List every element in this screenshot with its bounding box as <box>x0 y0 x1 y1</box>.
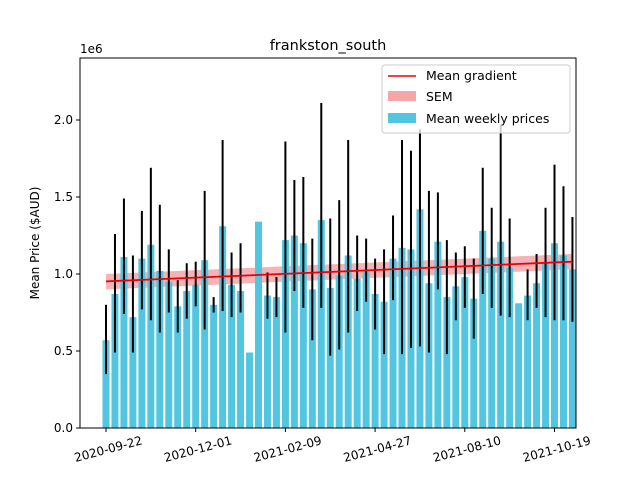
x-tick-label: 2021-02-09 <box>252 433 323 465</box>
y-axis-multiplier: 1e6 <box>80 42 103 56</box>
bar <box>228 284 236 428</box>
bar <box>515 303 523 428</box>
x-tick-label: 2021-04-27 <box>342 433 413 465</box>
y-tick-label: 0.0 <box>54 421 73 435</box>
bar <box>434 241 442 428</box>
y-tick-label: 1.0 <box>54 267 73 281</box>
y-tick-label: 2.0 <box>54 113 73 127</box>
x-axis-ticks: 2020-09-22 2020-12-01 2021-02-09 2021-04-27… <box>73 428 592 465</box>
bar <box>461 277 469 428</box>
bar <box>111 294 119 428</box>
legend: Mean gradient SEM Mean weekly prices <box>381 64 571 134</box>
bar <box>237 290 245 428</box>
bar <box>344 255 352 428</box>
legend-sem-swatch <box>388 91 416 101</box>
bar <box>568 269 576 428</box>
bar <box>156 270 164 428</box>
bar <box>524 295 532 428</box>
bar <box>559 255 567 428</box>
bar <box>317 220 325 428</box>
bar <box>120 257 128 428</box>
bar <box>102 340 110 428</box>
bar <box>497 241 505 428</box>
bar <box>488 258 496 428</box>
legend-sem-label: SEM <box>426 89 453 104</box>
bar <box>183 290 191 428</box>
bar <box>308 289 316 428</box>
bar <box>174 306 182 428</box>
bar <box>263 295 271 428</box>
bar <box>138 258 146 428</box>
legend-box <box>381 64 571 134</box>
chart-title: frankston_south <box>270 38 387 54</box>
bar <box>380 301 388 428</box>
bar <box>210 304 218 428</box>
y-axis-label: Mean Price ($AUD) <box>28 187 42 300</box>
bar <box>299 243 307 428</box>
bar <box>272 297 280 428</box>
bar <box>281 240 289 428</box>
y-axis-ticks: 0.0 0.5 1.0 1.5 2.0 <box>54 113 80 435</box>
mean-gradient-layer <box>105 260 573 283</box>
bar <box>219 226 227 428</box>
bar <box>192 284 200 428</box>
bar <box>353 278 361 428</box>
bar <box>335 275 343 428</box>
bar <box>147 244 155 428</box>
bar <box>165 281 173 428</box>
bar <box>479 230 487 428</box>
bar <box>201 260 209 428</box>
bar <box>506 267 514 428</box>
bar <box>443 297 451 428</box>
plot-frame <box>79 57 577 429</box>
bar <box>425 283 433 428</box>
x-tick-label: 2021-08-10 <box>432 433 503 465</box>
y-tick-label: 1.5 <box>54 190 73 204</box>
bar <box>533 283 541 428</box>
x-tick-label: 2020-09-22 <box>73 433 144 465</box>
bar <box>362 270 370 428</box>
bar <box>290 235 298 428</box>
mean-gradient-line <box>105 260 573 283</box>
legend-bars-swatch <box>388 113 416 123</box>
bar <box>452 286 460 428</box>
bar <box>389 258 397 428</box>
x-tick-label: 2021-10-19 <box>521 433 592 465</box>
bar <box>551 243 558 428</box>
bar <box>326 287 334 428</box>
x-tick-label: 2020-12-01 <box>162 433 233 465</box>
bar <box>470 298 478 428</box>
legend-gradient-label: Mean gradient <box>426 68 517 83</box>
bar <box>246 352 254 428</box>
y-tick-label: 0.5 <box>54 344 73 358</box>
bar <box>129 317 137 428</box>
bar <box>254 221 262 428</box>
bar <box>542 263 550 428</box>
error-bars-layer <box>105 103 574 375</box>
bar <box>371 294 379 428</box>
legend-bars-label: Mean weekly prices <box>426 111 549 126</box>
